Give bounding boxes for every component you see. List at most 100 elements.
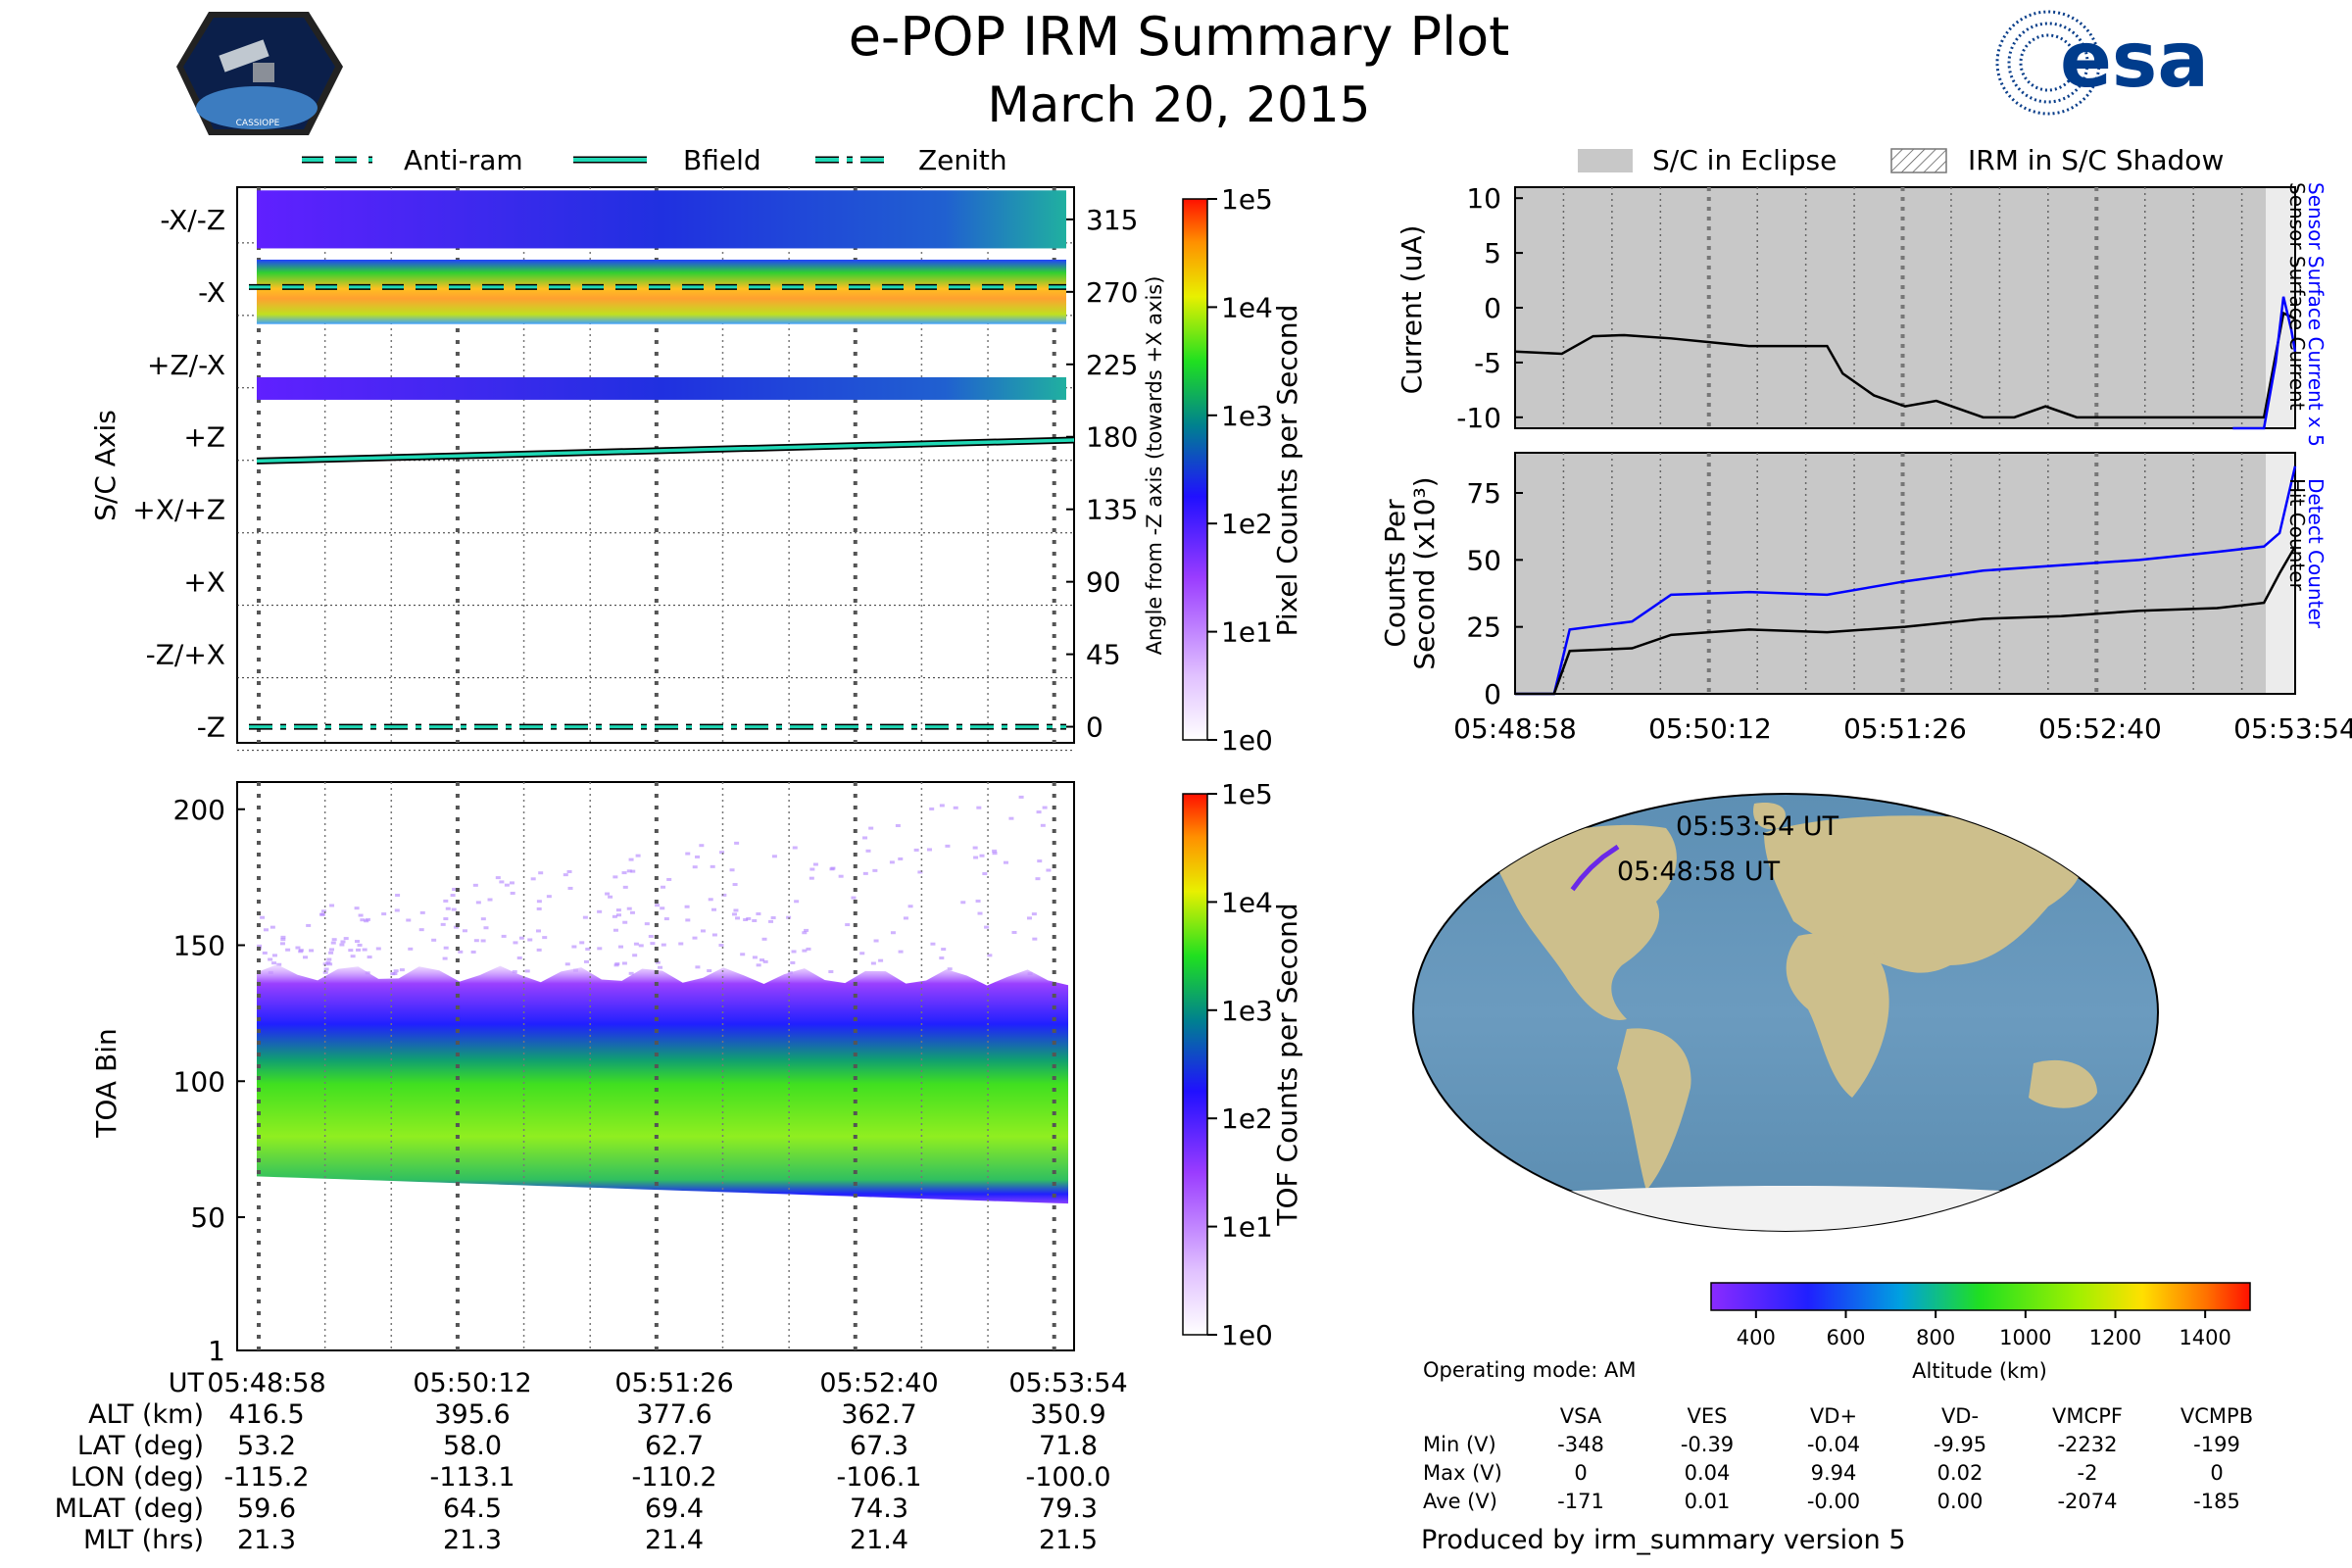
tof-noise-pixel — [472, 883, 478, 887]
tof-noise-pixel — [450, 894, 456, 898]
voltage-cell: -9.95 — [1934, 1433, 1986, 1456]
voltage-column-header: VCMPB — [2180, 1404, 2253, 1428]
tof-noise-pixel — [510, 891, 515, 895]
tof-noise-pixel — [298, 950, 304, 954]
voltage-cell: 0.01 — [1685, 1490, 1731, 1513]
tof-noise-pixel — [658, 965, 663, 969]
tof-noise-pixel — [530, 877, 536, 881]
tof-noise-pixel — [354, 906, 360, 910]
tof-noise-pixel — [734, 841, 740, 845]
tof-noise-pixel — [271, 954, 277, 957]
tof-noise-pixel — [393, 969, 399, 973]
tof-noise-pixel — [356, 948, 362, 952]
tof-noise-pixel — [442, 956, 448, 960]
y-tick: 0 — [1484, 292, 1501, 324]
altitude-tick: 1000 — [1999, 1326, 2051, 1349]
track-start-label: 05:48:58 UT — [1617, 857, 1781, 887]
tof-noise-pixel — [628, 971, 634, 975]
voltage-cell: 0.00 — [1937, 1490, 1984, 1513]
tof-noise-pixel — [1035, 877, 1041, 881]
colorbar-tick: 1e1 — [1221, 616, 1273, 649]
tof-noise-pixel — [804, 928, 809, 932]
tof-noise-pixel — [509, 881, 514, 885]
tof-noise-pixel — [364, 919, 369, 923]
voltage-column-header: VSA — [1560, 1404, 1602, 1428]
tof-noise-pixel — [303, 956, 309, 959]
tof-noise-pixel — [1032, 937, 1038, 941]
tof-noise-pixel — [626, 869, 632, 873]
tof-noise-pixel — [499, 880, 505, 884]
voltage-cell: -199 — [2193, 1433, 2240, 1456]
tof-noise-pixel — [979, 854, 985, 858]
tof-noise-pixel — [487, 898, 493, 902]
tof-noise-pixel — [584, 959, 590, 963]
tof-noise-pixel — [618, 945, 624, 949]
tof-noise-pixel — [743, 917, 749, 921]
orbit-cell: 58.0 — [443, 1431, 502, 1461]
tof-noise-pixel — [418, 928, 424, 932]
orbit-cell: 64.5 — [443, 1494, 502, 1524]
orbit-row-label: ALT (km) — [88, 1399, 204, 1430]
antarctica — [1450, 1186, 2127, 1231]
tof-noise-pixel — [630, 869, 636, 873]
angle-tick: 45 — [1086, 639, 1121, 671]
sc-axis-label: S/C Axis — [89, 410, 122, 521]
angle-tick: 0 — [1086, 711, 1103, 744]
world-map: 05:53:54 UT 05:48:58 UT — [1412, 793, 2159, 1232]
orbit-cell: 71.8 — [1039, 1431, 1098, 1461]
voltage-table: VSA VES VD+ VD- VMCPF VCMPB Min (V) -348 -0.39 -0… — [1423, 1404, 2253, 1513]
angle-tick: 225 — [1086, 349, 1138, 381]
toa-tick: 50 — [190, 1201, 225, 1234]
tof-noise-pixel — [663, 917, 669, 921]
y-tick: 5 — [1484, 237, 1501, 270]
tof-noise-pixel — [480, 917, 486, 921]
toa-tick: 150 — [173, 930, 225, 962]
voltage-column-header: VES — [1688, 1404, 1728, 1428]
tof-noise-pixel — [279, 942, 285, 946]
colorbar-tick: 1e4 — [1221, 291, 1273, 323]
tof-noise-pixel — [612, 928, 618, 932]
tof-noise-pixel — [685, 918, 691, 922]
y-tick: 75 — [1466, 477, 1501, 510]
tof-noise-pixel — [628, 858, 634, 861]
tof-noise-pixel — [495, 876, 501, 880]
voltage-cell: 0 — [2210, 1461, 2223, 1485]
x-tick: 05:50:12 — [1648, 712, 1772, 745]
tof-noise-pixel — [392, 972, 398, 976]
orbit-cell: 74.3 — [850, 1494, 908, 1524]
tof-noise-pixel — [710, 864, 715, 868]
pixel-band — [257, 376, 1066, 400]
tof-noise-pixel — [564, 962, 570, 966]
tof-noise-pixel — [513, 941, 518, 945]
tof-noise-pixel — [644, 922, 650, 926]
tof-noise-pixel — [976, 806, 982, 809]
tof-noise-pixel — [708, 898, 713, 902]
tof-noise-pixel — [512, 970, 517, 974]
altitude-tick: 600 — [1826, 1326, 1865, 1349]
voltage-cell: 0.04 — [1685, 1461, 1731, 1485]
orbit-cell: 395.6 — [434, 1399, 510, 1430]
voltage-cell: -2 — [2078, 1461, 2098, 1485]
toa-tick: 1 — [208, 1335, 225, 1367]
tof-noise-pixel — [563, 873, 568, 877]
tof-noise-pixel — [898, 950, 904, 954]
tof-noise-pixel — [295, 946, 301, 950]
voltage-column-header: VD+ — [1810, 1404, 1857, 1428]
eclipse-shade-current — [1515, 187, 2295, 428]
tof-noise-pixel — [939, 956, 945, 960]
legend-right: S/C in Eclipse IRM in S/C Shadow — [1578, 144, 2224, 176]
tof-noise-pixel — [718, 944, 724, 948]
tof-noise-pixel — [791, 950, 797, 954]
tof-noise-pixel — [443, 917, 449, 921]
colorbar-tick: 1e5 — [1221, 778, 1273, 810]
tof-noise-pixel — [903, 916, 908, 920]
sc-axis-tick: +X — [183, 566, 225, 599]
orbit-cell: 362.7 — [841, 1399, 916, 1430]
tof-noise-pixel — [868, 826, 874, 830]
tof-noise-pixel — [890, 931, 896, 935]
orbit-cell: -110.2 — [631, 1462, 716, 1493]
voltage-cell: -0.00 — [1807, 1490, 1860, 1513]
tof-noise-pixel — [770, 916, 776, 920]
tof-noise-pixel — [451, 907, 457, 911]
tof-noise-pixel — [638, 944, 644, 948]
